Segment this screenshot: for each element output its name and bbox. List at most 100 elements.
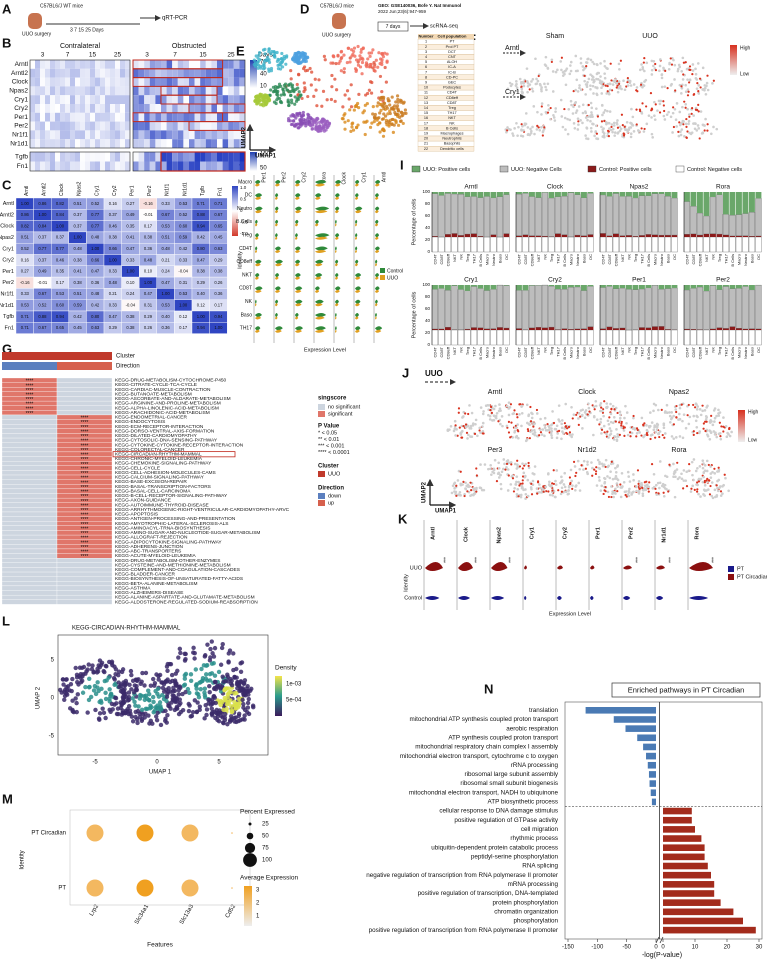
cell-dot xyxy=(652,60,656,63)
cell-dot xyxy=(580,464,583,467)
cell-dot xyxy=(511,477,515,480)
corr-value: 0.86 xyxy=(38,201,47,206)
cell-dot xyxy=(707,463,710,467)
heat-cell xyxy=(205,152,212,162)
heat-cell xyxy=(166,86,173,96)
bar-segment xyxy=(432,236,438,237)
table-cell: 3 xyxy=(425,50,427,54)
cell-dot xyxy=(578,86,581,90)
bar-segment xyxy=(600,192,606,195)
score-cell xyxy=(1,571,58,577)
cell-dot xyxy=(154,672,159,677)
cell-dot xyxy=(663,411,667,414)
table-header-bg xyxy=(418,34,474,40)
cell-dot xyxy=(530,129,533,133)
heat-cell xyxy=(144,130,150,140)
cell-dot xyxy=(562,432,565,435)
cell-dot xyxy=(637,482,640,485)
cell-dot xyxy=(154,714,159,719)
cell-dot xyxy=(691,484,694,488)
cell-dot xyxy=(538,486,542,490)
heat-cell xyxy=(60,112,65,122)
cell-dot xyxy=(325,123,329,127)
cell-dot xyxy=(650,116,653,119)
cell-dot xyxy=(550,434,553,437)
heat-cell xyxy=(115,104,120,113)
score-cell xyxy=(56,377,113,383)
cell-dot xyxy=(116,672,121,678)
cell-dot xyxy=(668,463,671,466)
cell-dot xyxy=(615,482,619,485)
cell-dot xyxy=(583,79,586,83)
bar-segment xyxy=(697,235,703,237)
cell-dot xyxy=(594,472,598,476)
cell-dot xyxy=(667,490,670,493)
heat-cell xyxy=(55,121,60,131)
violin xyxy=(295,259,301,264)
heat-cell xyxy=(45,77,50,87)
cell-dot xyxy=(454,492,457,496)
violin xyxy=(315,329,325,333)
cell-dot xyxy=(591,60,594,64)
heat-cell xyxy=(45,104,50,113)
bar-segment xyxy=(490,328,497,330)
cell-dot xyxy=(702,462,705,465)
violin xyxy=(524,565,527,570)
bar-segment xyxy=(664,288,672,330)
category-label: CD8eff xyxy=(445,346,450,359)
heat-cell xyxy=(200,112,206,122)
gene-label: Clock xyxy=(578,389,596,396)
stars: **** xyxy=(26,397,34,403)
frame xyxy=(29,151,131,172)
cell-dot xyxy=(566,492,570,496)
category-label: DC xyxy=(588,347,593,353)
cell-dot xyxy=(630,107,633,111)
heat-cell xyxy=(189,68,195,78)
cell-dot xyxy=(174,706,179,711)
cell-dot xyxy=(544,85,547,89)
corr-value: 0.94 xyxy=(56,314,65,319)
bar-segment xyxy=(729,214,736,237)
stars: **** xyxy=(81,494,89,500)
cell-dot xyxy=(85,710,90,715)
cell-dot xyxy=(536,110,539,114)
cell-dot xyxy=(336,53,340,57)
bar-segment xyxy=(599,329,607,346)
pathway-label: KEGG-CELL-CYCLE xyxy=(115,465,160,471)
cell-dot xyxy=(119,701,124,707)
gene-label: Cry1 xyxy=(361,172,367,183)
cell-dot xyxy=(564,69,568,72)
cell-dot xyxy=(292,89,296,94)
heat-cell xyxy=(200,139,206,148)
heat-cell xyxy=(50,130,55,140)
colorbar-label: -1.0 xyxy=(240,231,248,236)
heat-cell xyxy=(60,68,65,78)
label: 2022 Jun;23(6):947-959 xyxy=(378,9,427,14)
cell-dot xyxy=(139,707,145,712)
cell-dot xyxy=(575,109,579,112)
heat-cell xyxy=(144,86,150,96)
cell-dot xyxy=(476,434,479,438)
violin xyxy=(315,286,320,291)
stars: **** xyxy=(81,499,89,505)
row-label: Fn1 xyxy=(17,163,29,170)
cell-dot xyxy=(707,488,710,491)
heat-cell xyxy=(144,77,150,87)
cell-dot xyxy=(297,73,301,77)
cell-dot xyxy=(205,678,210,683)
cell-dot xyxy=(199,666,204,672)
cell-dot xyxy=(209,706,214,711)
cell-dot xyxy=(640,416,644,420)
cell-dot xyxy=(604,84,607,87)
cell-dot xyxy=(656,423,660,427)
corr-value: 0.42 xyxy=(179,246,188,251)
heat-cell xyxy=(205,161,212,171)
heat-cell xyxy=(55,86,60,96)
cell-dot xyxy=(526,90,529,94)
violin xyxy=(275,289,281,293)
panel-label: M xyxy=(2,791,13,806)
cell-dot xyxy=(654,430,658,434)
heat-cell xyxy=(100,112,105,122)
cell-dot xyxy=(500,470,504,474)
violin xyxy=(275,329,282,333)
